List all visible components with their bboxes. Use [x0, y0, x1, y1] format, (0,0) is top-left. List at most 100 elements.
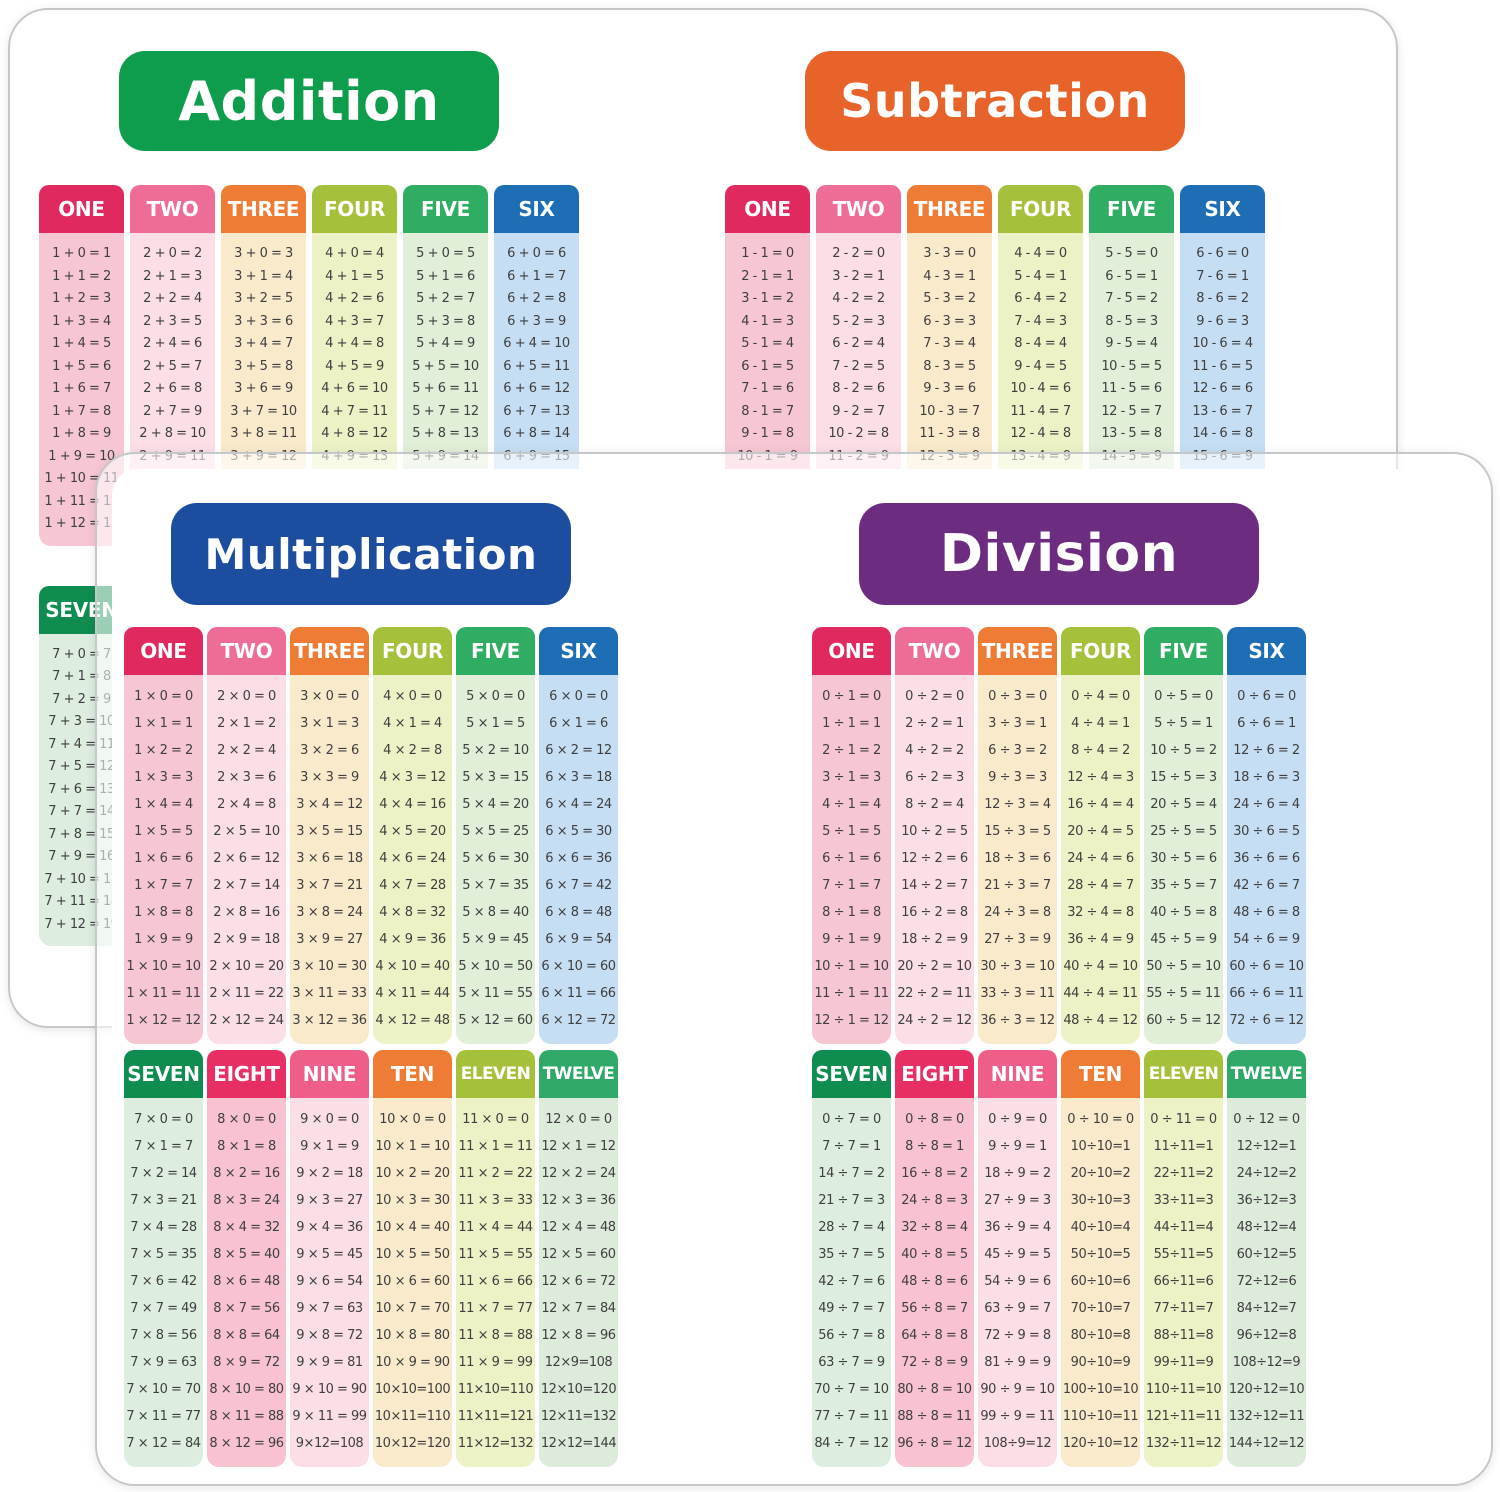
equation: 36 ÷ 3 = 12 — [980, 1013, 1055, 1028]
equation: 18 ÷ 9 = 2 — [984, 1166, 1051, 1181]
equation: 88÷11=8 — [1153, 1328, 1214, 1343]
equation: 3 + 5 = 8 — [234, 358, 293, 374]
equation: 9 × 1 = 9 — [300, 1139, 359, 1154]
equation: 9 ÷ 3 = 3 — [988, 770, 1047, 785]
equation: 5 + 3 = 8 — [416, 313, 475, 329]
equation: 30 ÷ 3 = 10 — [980, 959, 1055, 974]
equation: 0 ÷ 11 = 0 — [1150, 1112, 1217, 1127]
column-header: SIX — [494, 185, 579, 233]
equation: 6 × 12 = 72 — [541, 1013, 616, 1028]
column-header: THREE — [907, 185, 992, 233]
equation: 4 - 3 = 1 — [923, 268, 976, 284]
column-header: ONE — [812, 627, 891, 675]
equation: 12 × 7 = 84 — [541, 1301, 616, 1316]
equation: 1 × 7 = 7 — [134, 878, 193, 893]
equation: 2 × 5 = 10 — [213, 824, 280, 839]
equation: 2 × 7 = 14 — [213, 878, 280, 893]
equation: 5 × 0 = 0 — [466, 689, 525, 704]
equation: 54 ÷ 6 = 9 — [1233, 932, 1300, 947]
equation: 2 - 1 = 1 — [741, 268, 794, 284]
equation: 10 ÷ 5 = 2 — [1150, 743, 1217, 758]
column-header: ONE — [725, 185, 810, 233]
equation: 4 × 8 = 32 — [379, 905, 446, 920]
column-body: 0 ÷ 1 = 0 1 ÷ 1 = 1 2 ÷ 1 = 2 3 ÷ 1 = 3 4 ÷ … — [812, 675, 891, 1044]
equation: 48 ÷ 4 = 12 — [1063, 1013, 1138, 1028]
equation: 8 ÷ 1 = 8 — [822, 905, 881, 920]
equation: 45 ÷ 5 = 9 — [1150, 932, 1217, 947]
equation: 3 × 8 = 24 — [296, 905, 363, 920]
equation: 3 + 4 = 7 — [234, 336, 293, 351]
equation: 4 ÷ 2 = 2 — [905, 743, 964, 758]
column-one: ONE 0 ÷ 1 = 0 1 ÷ 1 = 1 2 ÷ 1 = 2 3 ÷ 1 = 3 4… — [812, 627, 891, 1044]
equation: 48÷12=4 — [1236, 1220, 1297, 1235]
equation: 96÷12=8 — [1236, 1328, 1297, 1343]
equation: 1 + 3 = 4 — [52, 313, 111, 329]
equation: 9 × 10 = 90 — [292, 1382, 367, 1397]
equation: 8 × 2 = 16 — [213, 1166, 280, 1181]
equation: 80 ÷ 8 = 10 — [897, 1382, 972, 1397]
equation: 8 × 4 = 32 — [213, 1220, 280, 1235]
equation: 12 × 6 = 72 — [541, 1274, 616, 1289]
equation: 99÷11=9 — [1153, 1355, 1214, 1370]
equation: 12 × 3 = 36 — [541, 1193, 616, 1208]
equation: 60 ÷ 5 = 12 — [1146, 1013, 1221, 1028]
equation: 7 × 2 = 14 — [130, 1166, 197, 1181]
equation: 12 - 4 = 8 — [1010, 426, 1071, 441]
equation: 16 ÷ 2 = 8 — [901, 905, 968, 920]
equation: 120÷10=12 — [1062, 1436, 1139, 1451]
equation: 0 ÷ 12 = 0 — [1233, 1112, 1300, 1127]
equation: 10 × 2 = 20 — [375, 1166, 450, 1181]
equation: 7 × 8 = 56 — [130, 1328, 197, 1343]
equation: 5 + 2 = 7 — [416, 291, 475, 306]
column-header: FOUR — [998, 185, 1083, 233]
equation: 1 + 0 = 1 — [52, 246, 111, 261]
column-header: FIVE — [1144, 627, 1223, 675]
equation: 8 - 6 = 2 — [1196, 291, 1249, 306]
equation: 144÷12=12 — [1228, 1436, 1305, 1451]
column-header: THREE — [290, 627, 369, 675]
equation: 5 - 1 = 4 — [741, 336, 794, 351]
equation: 11 × 2 = 22 — [458, 1166, 533, 1181]
equation: 2 × 3 = 6 — [217, 770, 276, 785]
column-six: SIX 0 ÷ 6 = 0 6 ÷ 6 = 1 12 ÷ 6 = 2 18 ÷ 6 = … — [1227, 627, 1306, 1044]
equation: 77 ÷ 7 = 11 — [814, 1409, 889, 1424]
column-body: 2 × 0 = 0 2 × 1 = 2 2 × 2 = 4 2 × 3 = 6 2 × … — [207, 675, 286, 1044]
equation: 6 × 3 = 18 — [545, 770, 612, 785]
equation: 27 ÷ 9 = 3 — [984, 1193, 1051, 1208]
equation: 11 × 6 = 66 — [458, 1274, 533, 1289]
column-two: TWO 0 ÷ 2 = 0 2 ÷ 2 = 1 4 ÷ 2 = 2 6 ÷ 2 = 3 8… — [895, 627, 974, 1044]
equation: 6 - 2 = 4 — [832, 336, 885, 351]
equation: 1 × 5 = 5 — [134, 824, 193, 839]
equation: 9 × 11 = 99 — [292, 1409, 367, 1424]
column-body: 0 ÷ 8 = 0 8 ÷ 8 = 1 16 ÷ 8 = 2 24 ÷ 8 = 3 32… — [895, 1098, 974, 1467]
equation: 3 + 7 = 10 — [230, 403, 297, 419]
equation: 60÷12=5 — [1236, 1247, 1297, 1262]
equation: 6 × 8 = 48 — [545, 905, 612, 920]
equation: 3 × 12 = 36 — [292, 1013, 367, 1028]
equation: 24 ÷ 3 = 8 — [984, 905, 1051, 920]
equation: 1 + 9 = 10 — [48, 448, 115, 464]
equation: 2 × 9 = 18 — [213, 932, 280, 947]
column-seven: SEVEN 0 ÷ 7 = 0 7 ÷ 7 = 1 14 ÷ 7 = 2 21 ÷ 7 … — [812, 1050, 891, 1467]
equation: 7 ÷ 7 = 1 — [822, 1139, 881, 1154]
equation: 10 - 5 = 5 — [1101, 358, 1162, 374]
subtraction-title: Subtraction — [805, 51, 1185, 151]
equation: 4 + 8 = 12 — [321, 426, 388, 441]
equation: 6 × 2 = 12 — [545, 743, 612, 758]
equation: 36 ÷ 6 = 6 — [1233, 851, 1300, 866]
equation: 10×11=110 — [374, 1409, 451, 1424]
column-body: 0 ÷ 10 = 0 10÷10=1 20÷10=2 30÷10=3 40÷10=4 50… — [1061, 1098, 1140, 1467]
equation: 121÷11=11 — [1145, 1409, 1222, 1424]
equation: 4 ÷ 1 = 4 — [822, 797, 881, 812]
equation: 11 × 5 = 55 — [458, 1247, 533, 1262]
column-body: 8 × 0 = 0 8 × 1 = 8 8 × 2 = 16 8 × 3 = 24 8 … — [207, 1098, 286, 1467]
equation: 2 × 1 = 2 — [217, 716, 276, 731]
equation: 9 - 3 = 6 — [923, 381, 976, 396]
equation: 24 ÷ 6 = 4 — [1233, 797, 1300, 812]
equation: 32 ÷ 4 = 8 — [1067, 905, 1134, 920]
column-five: FIVE 0 ÷ 5 = 0 5 ÷ 5 = 1 10 ÷ 5 = 2 15 ÷ 5 =… — [1144, 627, 1223, 1044]
equation: 5 × 8 = 40 — [462, 905, 529, 920]
equation: 6 + 8 = 14 — [503, 426, 570, 441]
equation: 12 ÷ 2 = 6 — [901, 851, 968, 866]
